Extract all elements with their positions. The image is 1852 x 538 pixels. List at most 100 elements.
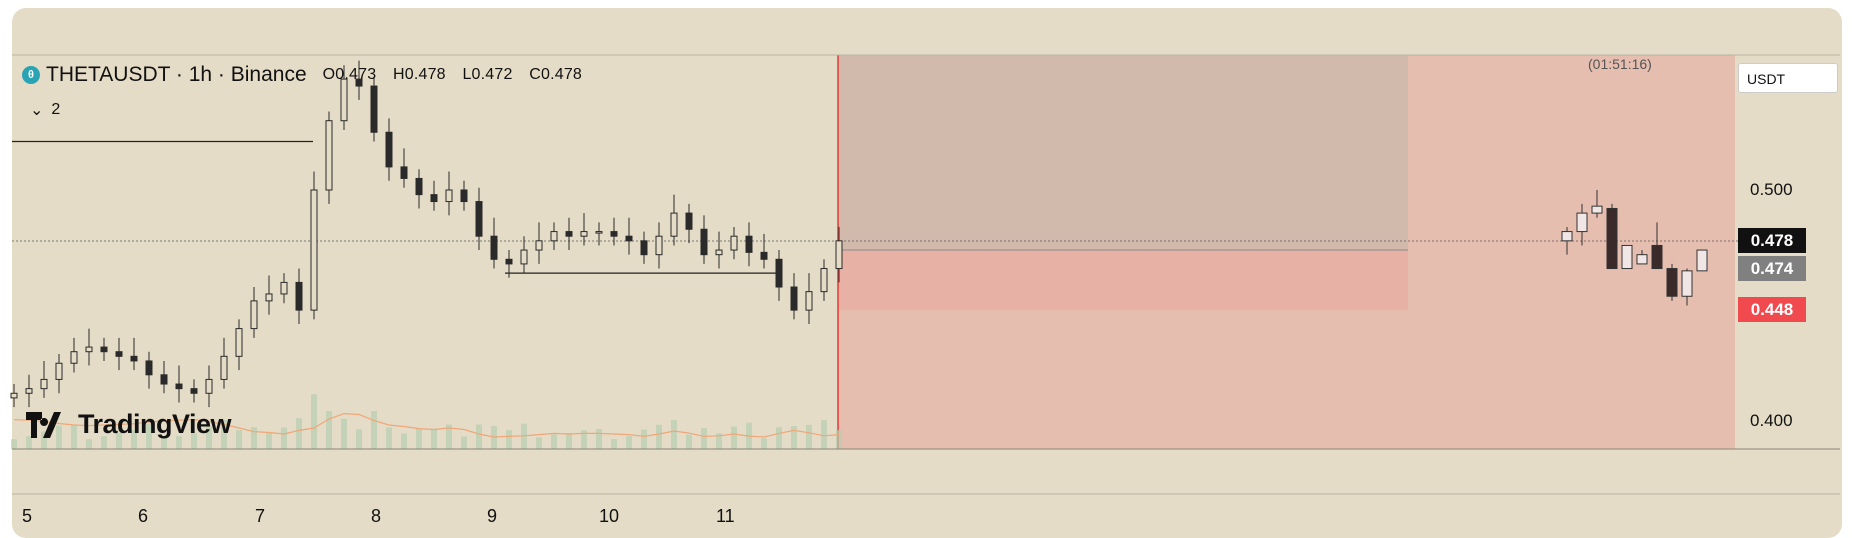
candle-body	[700, 228, 708, 256]
volume-bar	[221, 420, 227, 449]
volume-bar	[431, 429, 437, 449]
volume-bar	[11, 439, 17, 449]
volume-bar	[206, 426, 212, 449]
candle-body	[115, 351, 123, 357]
high-value: H0.478	[392, 66, 446, 83]
price-label-0400: 0.400	[1750, 411, 1793, 430]
volume-ma-line	[13, 412, 840, 438]
candle-body	[655, 235, 663, 256]
candle-body	[55, 362, 63, 380]
volume-bar	[101, 436, 107, 449]
volume-bar	[536, 437, 542, 449]
candle-body	[460, 189, 468, 203]
candle-body	[535, 240, 543, 251]
candle-body	[835, 240, 843, 270]
tradingview-logo-icon	[26, 411, 61, 438]
candle-body	[100, 346, 108, 353]
candle-body	[235, 328, 243, 357]
candle-body	[580, 231, 588, 237]
volume-bar	[551, 434, 557, 449]
mini-candle-body	[1591, 205, 1603, 214]
candle-body	[505, 258, 513, 265]
candle-body	[220, 355, 228, 380]
current-price-tag: 0.478	[1738, 228, 1806, 253]
candle-body	[205, 378, 213, 394]
volume-bar	[356, 429, 362, 449]
volume-bar	[236, 430, 242, 449]
volume-bar	[416, 428, 422, 449]
mini-candle-body	[1561, 231, 1573, 242]
volume-bar	[596, 429, 602, 449]
volume-bar	[401, 433, 407, 449]
candle-body	[280, 281, 288, 295]
candle-body	[520, 249, 528, 265]
candle-body	[550, 231, 558, 242]
candle-body	[625, 235, 633, 242]
candle-body	[310, 189, 318, 311]
volume-bar	[821, 420, 827, 449]
indicators-toggle[interactable]: ⌄ 2	[30, 100, 60, 120]
volume-bar	[791, 426, 797, 449]
open-value: O0.473	[322, 66, 377, 83]
time-label-5: 5	[22, 506, 33, 526]
volume-bar	[611, 439, 617, 449]
chart-header: θ THETAUSDT · 1h · Binance O0.473 H0.478…	[22, 63, 594, 87]
ohlc-values: O0.473 H0.478 L0.472 C0.478	[323, 66, 594, 84]
mini-candle-body	[1621, 244, 1633, 270]
time-label-10: 10	[599, 506, 620, 526]
mini-candle-body	[1651, 244, 1663, 270]
candle-body	[715, 249, 723, 256]
candle-body	[670, 212, 678, 237]
candle-body	[640, 240, 648, 256]
target-price-tag: 0.448	[1738, 297, 1806, 322]
volume-bar	[131, 430, 137, 449]
volume-bar	[731, 426, 737, 449]
candle-body	[160, 374, 168, 385]
volume-bar	[656, 424, 662, 449]
time-label-7: 7	[255, 506, 266, 526]
volume-bar	[506, 430, 512, 449]
candle-body	[565, 231, 573, 237]
volume-bar	[71, 424, 77, 449]
candle-body	[430, 194, 438, 203]
candle-body	[325, 120, 333, 191]
stop-zone	[838, 55, 1408, 251]
volume-bar	[266, 432, 272, 449]
volume-bar	[671, 420, 677, 449]
candle-body	[775, 258, 783, 288]
volume-bar	[281, 427, 287, 449]
volume-bar	[686, 434, 692, 449]
volume-bar	[251, 427, 257, 449]
time-label-11: 11	[716, 506, 735, 526]
volume-bar	[641, 429, 647, 449]
chevron-down-icon: ⌄	[30, 102, 44, 119]
candle-body	[130, 355, 138, 362]
close-value: C0.478	[529, 66, 583, 83]
volume-bar	[116, 433, 122, 449]
low-value: L0.472	[462, 66, 513, 83]
mini-candle-body	[1576, 212, 1588, 233]
volume-bar	[701, 428, 707, 449]
volume-bar	[386, 427, 392, 449]
volume-bar	[626, 436, 632, 449]
candle-body	[820, 268, 828, 293]
volume-bar	[146, 423, 152, 449]
currency-selector[interactable]: USDT	[1738, 63, 1838, 93]
volume-bar	[326, 411, 332, 449]
candle-body	[70, 351, 78, 364]
symbol-title[interactable]: THETAUSDT · 1h · Binance	[46, 63, 307, 86]
volume-bar	[26, 436, 32, 449]
mini-candle-body	[1606, 207, 1618, 270]
candle-body	[85, 346, 93, 353]
candle-body	[250, 300, 258, 330]
candle-body	[145, 360, 153, 376]
mini-candle-body	[1636, 254, 1648, 265]
volume-bar	[86, 439, 92, 449]
volume-bar	[371, 411, 377, 449]
volume-bar	[581, 430, 587, 449]
volume-bar	[716, 433, 722, 449]
candle-body	[595, 231, 603, 234]
candle-body	[385, 131, 393, 168]
volume-bar	[341, 418, 347, 449]
